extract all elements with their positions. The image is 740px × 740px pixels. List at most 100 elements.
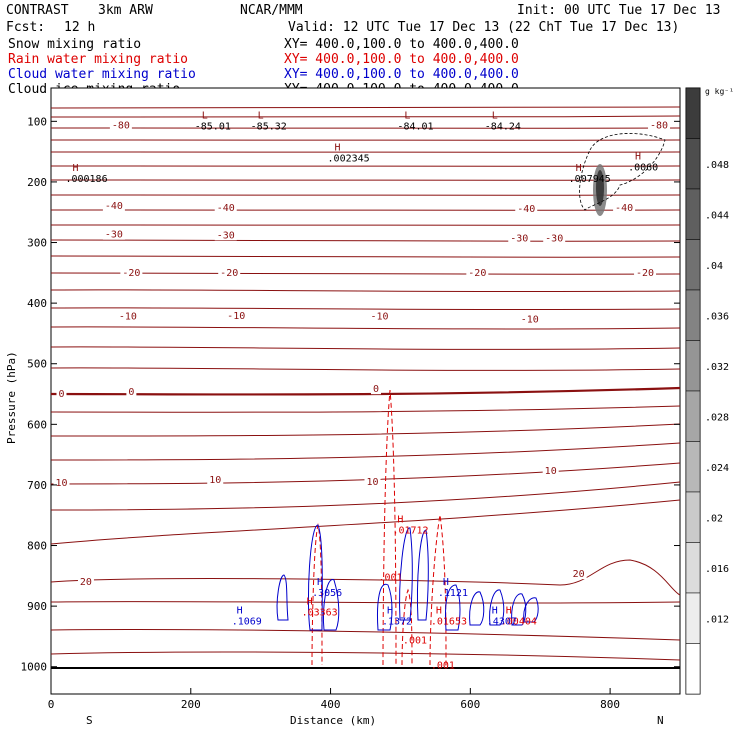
extremum-mark: L [492,110,498,121]
extremum-mark: L [202,110,208,121]
y-tick-label: 300 [27,237,47,250]
rain-extremum-mark: H [397,515,403,526]
temp-label-bg [218,267,241,278]
temperature-label: 20 [573,569,585,580]
x-tick-label: 200 [181,698,201,711]
colorbar-label: .032 [705,362,729,373]
temperature-label: 10 [545,466,557,477]
x-end-left: S [86,714,93,727]
colorbar-label: .048 [705,160,729,171]
field-name-rain: Rain water mixing ratio [8,52,188,67]
colorbar-label: .024 [705,463,729,474]
colorbar-step [685,87,701,139]
extremum-value: -85.01 [195,121,231,132]
colorbar-step [685,239,701,291]
x-tick-label: 400 [321,698,341,711]
extremum-value: -85.32 [251,121,287,132]
field-xy-snow: XY= 400.0,100.0 to 400.0,400.0 [284,37,519,52]
extremum-value: -84.24 [485,121,521,132]
temp-label-bg [56,389,67,400]
temperature-label: -40 [217,203,235,214]
temperature-label: -20 [636,268,654,279]
extremum-mark: H [576,163,582,174]
colorbar-step [685,592,701,644]
colorbar-step [685,138,701,190]
extremum-value: .002345 [328,153,370,164]
extremum-value: -84.01 [397,121,433,132]
temp-label-bg [214,230,237,241]
cloud-extremum-mark: H [387,605,393,616]
temp-label-bg [518,314,541,325]
y-tick-label: 400 [27,297,47,310]
temperature-label: -30 [545,233,563,244]
cloud-extremum-mark: H [237,605,243,616]
y-tick-label: 100 [27,115,47,128]
extremum-value: .000186 [65,174,107,185]
y-tick-label: 1000 [21,661,48,674]
rain-value-label: .001 [378,573,402,584]
temperature-contours [50,106,681,661]
temp-label-bg [570,569,587,580]
colorbar-label: .044 [705,210,729,221]
y-tick-label: 500 [27,358,47,371]
temperature-label: -10 [521,315,539,326]
field-xy-cloud: XY= 400.0,100.0 to 400.0,400.0 [284,67,519,82]
colorbar-step [685,188,701,240]
temp-label-bg [515,204,538,215]
rain-extremum-mark: H [506,605,512,616]
center-name: NCAR/MMM [240,3,303,18]
temperature-label: 10 [209,475,221,486]
y-tick-label: 600 [27,418,47,431]
x-axis: 0 200 400 600 800 [48,688,620,711]
rain-extremum-mark: H [307,596,313,607]
plot-area [50,87,681,695]
temp-label-bg [613,203,636,214]
rain-value-label: .01653 [431,616,467,627]
cloud-value-label: .3056 [312,588,342,599]
temp-label-bg [368,311,391,322]
temp-label-bg [648,120,671,131]
field-name-snow: Snow mixing ratio [8,37,141,52]
temperature-label: 0 [373,384,379,395]
colorbar-unit: g kg⁻¹ [705,87,734,96]
temperature-label: -40 [105,201,123,212]
cloud-value-label: .1121 [438,588,468,599]
temperature-label: 20 [80,577,92,588]
extremum-mark: L [404,110,410,121]
cloud-extremum-mark: H [492,605,498,616]
field-xy-rain: XY= 400.0,100.0 to 400.0,400.0 [284,52,519,67]
colorbar-label: .028 [705,412,729,423]
rain-value-label: .001 [403,636,427,647]
extremum-mark: H [635,152,641,163]
temperature-label: -10 [370,311,388,322]
temp-label-bg [116,311,139,322]
temp-label-bg [364,476,381,487]
temp-label-bg [102,201,125,212]
model-config: 3km ARW [98,3,153,18]
temperature-label: 10 [55,478,67,489]
rain-value-label: .00404 [501,616,537,627]
extremum-value: .007945 [569,174,611,185]
temp-label-bg [126,387,137,398]
temp-label-bg [53,478,70,489]
temperature-label: -10 [227,311,245,322]
temperature-label: -20 [468,268,486,279]
fcst-label: Fcst: [6,20,45,35]
valid-time: Valid: 12 UTC Tue 17 Dec 13 (22 ChT Tue … [288,20,679,35]
temperature-label: 0 [128,387,134,398]
colorbar-step [685,542,701,594]
temp-label-bg [370,384,381,395]
x-tick-label: 800 [600,698,620,711]
colorbar-step [685,390,701,442]
colorbar-label: .016 [705,564,729,575]
rain-extremum-mark: H [436,605,442,616]
x-tick-label: 0 [48,698,55,711]
temp-label-bg [466,267,489,278]
temperature-label: -20 [220,268,238,279]
temp-label-bg [634,267,657,278]
extremum-mark: H [335,142,341,153]
